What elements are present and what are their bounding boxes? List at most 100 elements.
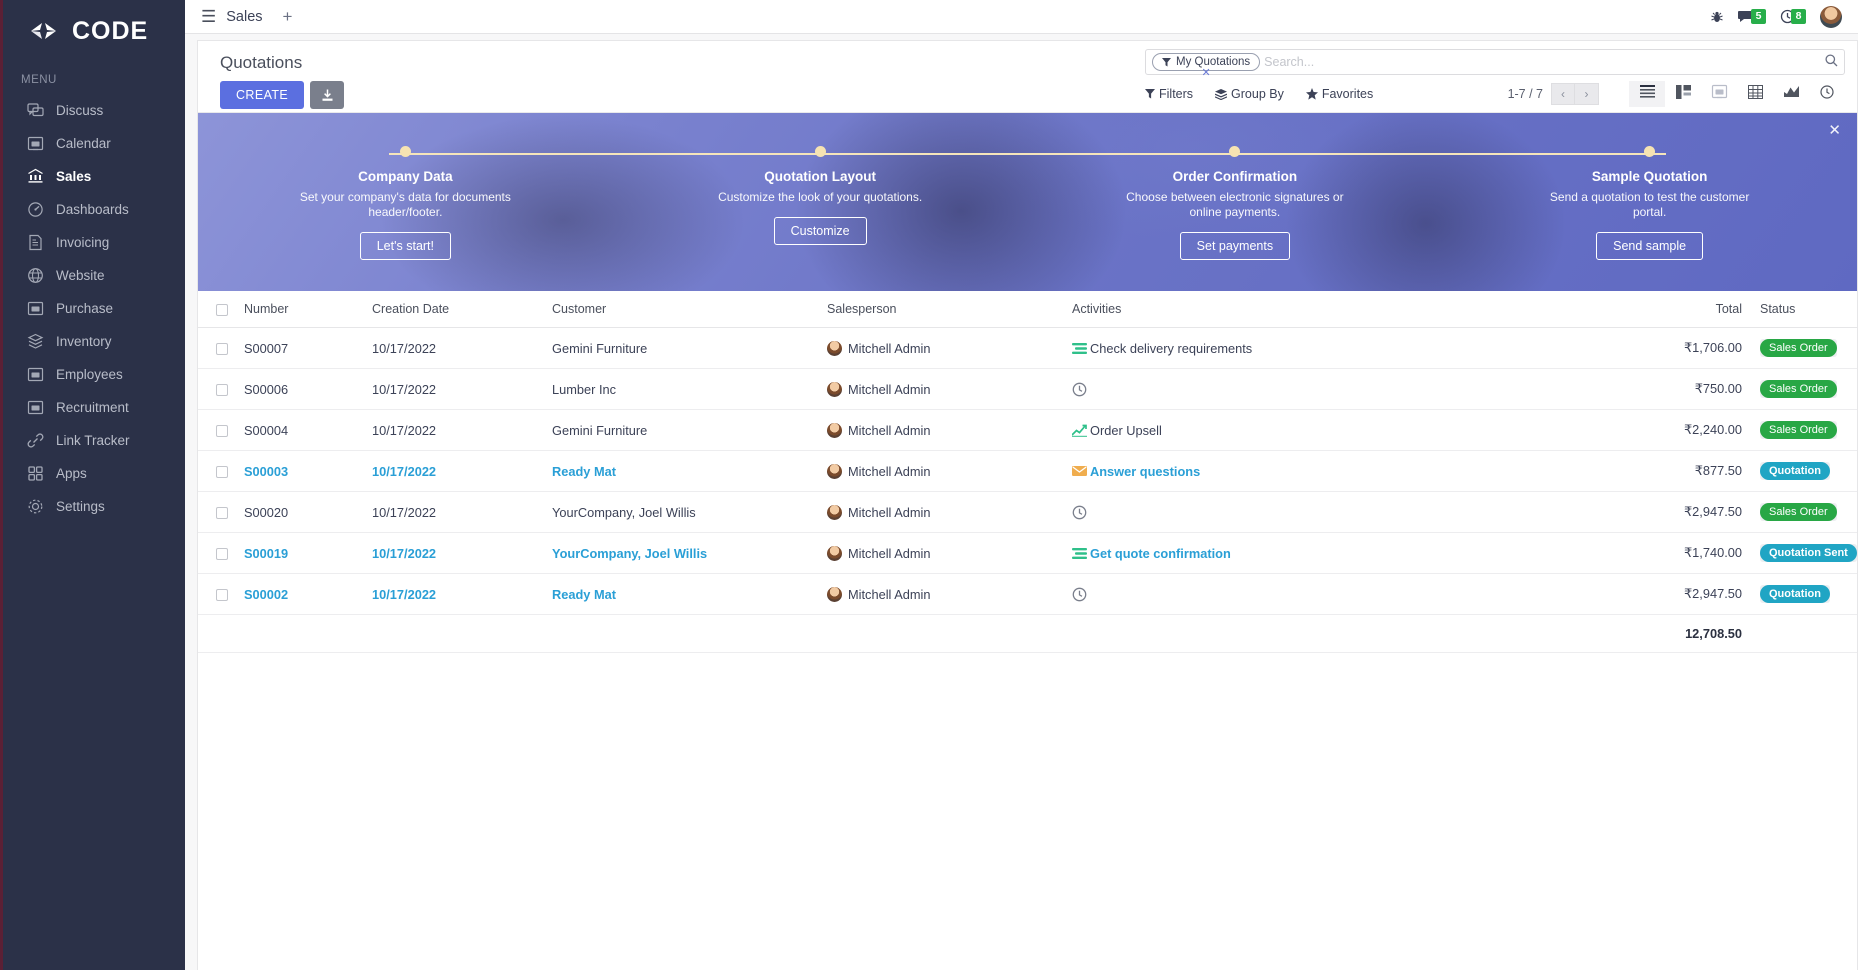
table-row[interactable]: S00003 10/17/2022 Ready Mat Mitchell Admin A… (198, 450, 1857, 492)
total-amount: 2,240.00 (1692, 422, 1742, 437)
activity-clock-icon[interactable] (1072, 587, 1087, 602)
messages-icon[interactable]: 5 (1738, 9, 1766, 24)
pivot-view-button[interactable] (1737, 81, 1773, 107)
status-badge: Quotation (1760, 462, 1830, 480)
status-badge: Quotation (1760, 585, 1830, 603)
activity-clock-icon[interactable] (1072, 505, 1087, 520)
activities-clock-icon[interactable]: 8 (1780, 9, 1806, 24)
currency-symbol: ₹ (1684, 422, 1693, 437)
column-header-salesperson[interactable]: Salesperson (819, 291, 1064, 328)
step-description: Send a quotation to test the customer po… (1549, 190, 1750, 219)
control-panel: Quotations CREATE (198, 41, 1857, 113)
banner-close-icon[interactable]: ✕ (1828, 122, 1841, 139)
step-action-button[interactable]: Customize (773, 217, 867, 245)
search-facet-my-quotations[interactable]: My Quotations ✕ (1152, 53, 1261, 79)
row-checkbox[interactable] (216, 425, 228, 438)
todo-list-icon[interactable] (1072, 546, 1087, 561)
cell-activities[interactable] (1064, 573, 1602, 615)
total-amount: 2,947.50 (1692, 504, 1742, 519)
step-action-button[interactable]: Let's start! (359, 232, 452, 260)
step-action-button[interactable]: Send sample (1596, 232, 1704, 260)
table-row[interactable]: S00020 10/17/2022 YourCompany, Joel Willis… (198, 491, 1857, 533)
table-row[interactable]: S00007 10/17/2022 Gemini Furniture Mitchell… (198, 327, 1857, 369)
debug-bug-icon[interactable] (1710, 10, 1724, 24)
row-checkbox[interactable] (216, 343, 228, 356)
sidebar-item-calendar[interactable]: Calendar (3, 127, 185, 160)
sidebar-item-apps[interactable]: Apps (3, 457, 185, 490)
page-title: Quotations (220, 53, 303, 72)
row-checkbox[interactable] (216, 589, 228, 602)
sidebar-item-inventory[interactable]: Inventory (3, 325, 185, 358)
column-header-status[interactable]: Status (1752, 291, 1857, 328)
cell-status: Sales Order (1752, 491, 1857, 533)
cell-activities[interactable]: Get quote confirmation (1064, 532, 1602, 574)
select-all-checkbox[interactable] (216, 303, 228, 316)
row-checkbox[interactable] (216, 548, 228, 561)
sidebar-item-website[interactable]: Website (3, 259, 185, 292)
export-button[interactable] (310, 81, 345, 109)
table-row[interactable]: S00004 10/17/2022 Gemini Furniture Mitchell… (198, 409, 1857, 451)
create-button[interactable]: CREATE (220, 81, 305, 109)
add-tab-button[interactable]: + (282, 7, 293, 26)
apps-menu-toggle[interactable]: ☰ (201, 7, 217, 26)
favorites-menu[interactable]: Favorites (1305, 87, 1373, 101)
sidebar-item-recruitment[interactable]: Recruitment (3, 391, 185, 424)
column-header-activities[interactable]: Activities (1064, 291, 1602, 328)
user-avatar[interactable] (1820, 5, 1842, 28)
sidebar-item-purchase[interactable]: Purchase (3, 292, 185, 325)
sidebar-item-dashboards[interactable]: Dashboards (3, 193, 185, 226)
salesperson-avatar (827, 545, 842, 561)
table-row[interactable]: S00019 10/17/2022 YourCompany, Joel Willis… (198, 532, 1857, 574)
sidebar-item-label: Settings (56, 499, 105, 514)
table-row[interactable]: S00006 10/17/2022 Lumber Inc Mitchell Admin… (198, 368, 1857, 410)
group-by-menu[interactable]: Group By (1215, 87, 1284, 101)
cell-activities[interactable]: Check delivery requirements (1064, 327, 1602, 369)
activity-view-button[interactable] (1809, 81, 1845, 107)
cell-activities[interactable] (1064, 491, 1602, 533)
sidebar-item-sales[interactable]: Sales (3, 160, 185, 193)
sidebar-item-link-tracker[interactable]: Link Tracker (3, 424, 185, 457)
upsell-chart-icon[interactable] (1072, 423, 1087, 438)
search-bar[interactable]: My Quotations ✕ (1145, 49, 1845, 79)
cell-total: ₹2,947.50 (1602, 491, 1752, 533)
search-input[interactable] (1260, 55, 1825, 69)
column-header-number[interactable]: Number (236, 291, 364, 328)
column-header-customer[interactable]: Customer (544, 291, 819, 328)
column-header-creation-date[interactable]: Creation Date (364, 291, 544, 328)
remove-facet-icon[interactable]: ✕ (1201, 67, 1211, 79)
sidebar-item-invoicing[interactable]: Invoicing (3, 226, 185, 259)
column-header-total[interactable]: Total (1602, 291, 1752, 328)
row-checkbox[interactable] (216, 384, 228, 397)
control-panel-menus: Filters Group By (1145, 79, 1845, 109)
filters-menu[interactable]: Filters (1145, 87, 1193, 101)
activity-clock-icon[interactable] (1072, 382, 1087, 397)
messages-count-badge: 5 (1751, 9, 1766, 24)
sidebar: CODE MENU Discuss Calendar Sales Dashboards… (0, 0, 185, 970)
salesperson-name: Mitchell Admin (848, 381, 931, 397)
kanban-view-button[interactable] (1665, 81, 1701, 107)
search-icon[interactable] (1825, 54, 1838, 70)
list-view-button[interactable] (1629, 81, 1665, 107)
current-app-name[interactable]: Sales (226, 8, 263, 25)
cell-activities[interactable]: Order Upsell (1064, 409, 1602, 451)
todo-list-icon[interactable] (1072, 341, 1087, 356)
currency-symbol: ₹ (1684, 586, 1693, 601)
sidebar-item-settings[interactable]: Settings (3, 490, 185, 523)
pager-next-button[interactable]: › (1575, 83, 1599, 105)
sidebar-item-employees[interactable]: Employees (3, 358, 185, 391)
table-total-row: 12,708.50 (198, 614, 1857, 653)
cell-status: Sales Order (1752, 409, 1857, 451)
brand-logo[interactable]: CODE (3, 0, 185, 62)
table-row[interactable]: S00002 10/17/2022 Ready Mat Mitchell Admin ₹… (198, 573, 1857, 615)
step-action-button[interactable]: Set payments (1179, 232, 1291, 260)
row-checkbox[interactable] (216, 507, 228, 520)
pager-previous-button[interactable]: ‹ (1551, 83, 1575, 105)
cell-activities[interactable]: Answer questions (1064, 450, 1602, 492)
row-checkbox[interactable] (216, 466, 228, 479)
graph-view-button[interactable] (1773, 81, 1809, 107)
sidebar-item-discuss[interactable]: Discuss (3, 94, 185, 127)
email-icon[interactable] (1072, 464, 1087, 479)
cell-activities[interactable] (1064, 368, 1602, 410)
calendar-view-button[interactable] (1701, 81, 1737, 107)
sidebar-item-label: Website (56, 268, 105, 283)
